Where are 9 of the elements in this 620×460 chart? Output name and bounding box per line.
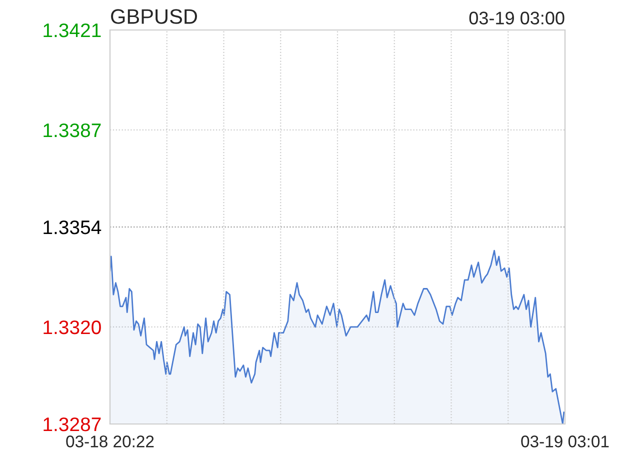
chart-subtitle: 03-19 03:00 — [469, 12, 564, 24]
y-tick-label: 1.3287 — [44, 417, 101, 432]
y-tick-label: 1.3320 — [44, 320, 101, 334]
y-tick-label: 1.3354 — [44, 220, 102, 234]
chart-title: GBPUSD — [111, 9, 197, 24]
x-tick-label: 03-18 20:22 — [66, 436, 154, 448]
y-tick-label: 1.3387 — [44, 123, 101, 138]
x-tick-label: 03-19 03:01 — [521, 436, 609, 448]
y-tick-label: 1.3421 — [44, 23, 101, 38]
